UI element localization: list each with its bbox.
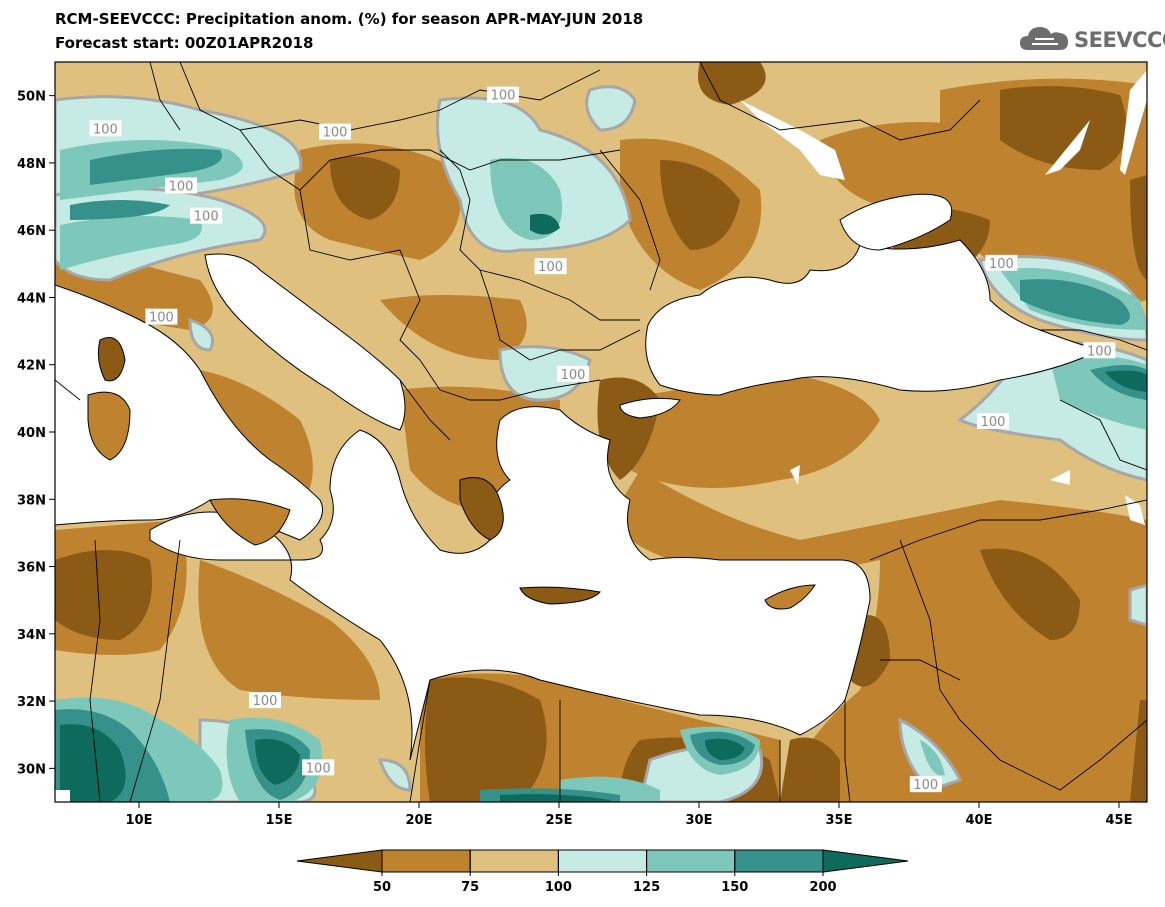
seas xyxy=(55,193,1102,761)
contour-label: 100 xyxy=(194,210,219,225)
legend-bin xyxy=(469,849,559,873)
contour-label: 100 xyxy=(981,415,1006,430)
island-cyprus xyxy=(764,584,816,610)
field-extremely-wet xyxy=(60,213,1147,802)
legend-bin xyxy=(557,849,648,873)
lat-tick-label: 46N xyxy=(17,224,46,239)
lat-tick-label: 38N xyxy=(17,493,46,508)
contour-label-bg xyxy=(977,412,1009,429)
contour-label-bg xyxy=(534,258,567,275)
legend-bin xyxy=(381,849,471,873)
contour-label: 100 xyxy=(253,694,278,709)
islands xyxy=(87,337,816,610)
contour-label: 100 xyxy=(169,179,194,194)
lat-tick-label: 40N xyxy=(17,426,46,441)
lon-tick-label: 30E xyxy=(686,813,713,828)
legend-bin xyxy=(734,849,824,873)
azov-sea xyxy=(839,193,952,251)
lat-tick-label: 48N xyxy=(17,157,46,172)
contour-label: 100 xyxy=(323,126,348,141)
contour-label-bg xyxy=(909,776,942,793)
cloud-icon xyxy=(1020,27,1068,50)
contour-label: 100 xyxy=(989,257,1014,272)
lon-tick-label: 20E xyxy=(406,813,433,828)
lat-tick-label: 44N xyxy=(17,291,46,306)
island-crete xyxy=(519,586,601,605)
lat-tick-label: 50N xyxy=(17,90,46,105)
legend-label: 125 xyxy=(633,880,660,895)
legend-bin-high xyxy=(822,849,909,873)
legend-label: 75 xyxy=(461,880,479,895)
contour-label: 100 xyxy=(561,368,586,383)
seevccc-logo: SEEVCCC xyxy=(1018,22,1165,56)
anomaly-fields: 100 100 100 100 100 100 100 100 100 100 100 100 100 1… xyxy=(55,62,1147,802)
peninsula-peloponnese xyxy=(459,477,504,541)
island-corsica xyxy=(97,337,126,382)
contour-label-bg xyxy=(249,692,281,709)
lon-tick-label: 35E xyxy=(826,813,853,828)
contour-label: 100 xyxy=(491,89,516,104)
map-title: RCM-SEEVCCC: Precipitation anom. (%) for… xyxy=(55,10,644,28)
lat-tick-label: 42N xyxy=(17,359,46,374)
latitude-axis: 50N 48N 46N 44N 42N 40N 38N 36N 34N 32N 30N xyxy=(17,90,55,777)
contour-label-bg xyxy=(165,177,197,194)
longitude-axis: 10E 15E 20E 25E 30E 35E 40E 45E xyxy=(126,802,1133,828)
island-sicily xyxy=(209,498,291,546)
lat-tick-label: 32N xyxy=(17,695,46,710)
contour-label-bg xyxy=(1083,342,1116,359)
contour-label-bg xyxy=(145,308,178,325)
contour-label-bg xyxy=(190,207,223,224)
contour-label-bg xyxy=(985,254,1018,271)
forecast-start-label: Forecast start: 00Z01APR2018 xyxy=(55,34,314,52)
legend-label: 150 xyxy=(721,880,748,895)
contour-label: 100 xyxy=(149,311,174,326)
country-borders xyxy=(55,62,1147,802)
adriatic-sea xyxy=(204,253,406,431)
contour-label-bg xyxy=(557,365,589,382)
marmara-sea xyxy=(619,397,681,419)
contour-label-bg xyxy=(319,123,351,140)
island-sardinia xyxy=(87,391,131,461)
legend-label: 200 xyxy=(809,880,836,895)
contour-label-bg xyxy=(302,759,335,776)
legend-bin-low xyxy=(296,849,383,873)
lon-tick-label: 15E xyxy=(266,813,293,828)
lat-tick-label: 30N xyxy=(17,762,46,777)
lat-tick-label: 34N xyxy=(17,628,46,643)
contour-label: 100 xyxy=(306,761,331,776)
contour-label: 100 xyxy=(93,122,118,137)
legend-label: 100 xyxy=(545,880,572,895)
contour-labels: 100 100 100 100 100 100 100 100 100 100 100 100 100 1… xyxy=(89,86,1116,793)
legend-label: 50 xyxy=(373,880,391,895)
eastern-mediterranean xyxy=(149,406,871,761)
contour-label: 100 xyxy=(913,778,938,793)
field-very-dry xyxy=(55,62,1147,802)
lat-tick-label: 36N xyxy=(17,561,46,576)
lon-tick-label: 40E xyxy=(966,813,993,828)
logo-text: SEEVCCC xyxy=(1074,28,1165,52)
legend-bin xyxy=(646,849,736,873)
contour-label: 100 xyxy=(538,260,563,275)
black-sea xyxy=(645,239,1102,396)
contour-label-bg xyxy=(487,86,519,103)
lon-tick-label: 45E xyxy=(1106,813,1133,828)
lon-tick-label: 25E xyxy=(546,813,573,828)
lakes xyxy=(55,70,1147,802)
legend-colorbar: 50 75 100 125 150 200 xyxy=(296,849,909,895)
contour-label-bg xyxy=(89,120,122,137)
lon-tick-label: 10E xyxy=(126,813,153,828)
contour-label: 100 xyxy=(1087,344,1112,359)
